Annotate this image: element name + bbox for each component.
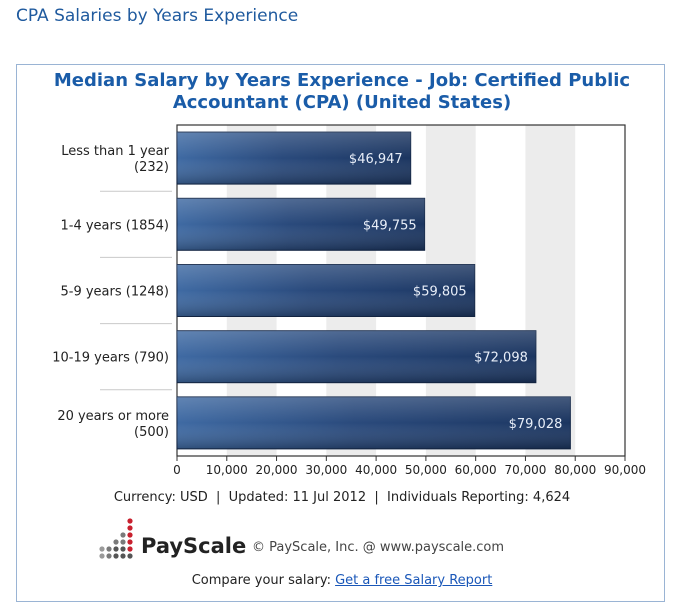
category-label: (500) <box>134 425 169 440</box>
chart-title-line-1: Median Salary by Years Experience - Job:… <box>53 70 631 91</box>
bar-value-label: $72,098 <box>474 351 528 366</box>
bar-shade <box>177 264 475 317</box>
chart-title: Median Salary by Years Experience - Job:… <box>0 70 684 114</box>
category-label: Less than 1 year <box>61 144 169 159</box>
bar-shade <box>177 132 411 185</box>
category-label: (232) <box>134 160 169 175</box>
bar-value-label: $59,805 <box>413 285 467 300</box>
compare-salary-line: Compare your salary: Get a free Salary R… <box>0 573 684 588</box>
status-line: Currency: USD | Updated: 11 Jul 2012 | I… <box>113 490 571 505</box>
bar-value-label: $79,028 <box>509 417 563 432</box>
x-tick-label: 50,000 <box>405 463 447 477</box>
page-heading: CPA Salaries by Years Experience <box>16 6 299 26</box>
category-label: 20 years or more <box>57 409 169 424</box>
category-label: 1-4 years (1854) <box>60 218 169 233</box>
x-tick-label: 40,000 <box>355 463 397 477</box>
x-tick-label: 20,000 <box>256 463 298 477</box>
bar-value-label: $46,947 <box>349 152 403 167</box>
x-tick-label: 90,000 <box>604 463 646 477</box>
bar-shade <box>177 330 536 383</box>
bar-value-label: $49,755 <box>363 218 417 233</box>
x-tick-label: 0 <box>173 463 181 477</box>
x-tick-label: 60,000 <box>455 463 497 477</box>
payscale-dots-icon <box>99 518 133 559</box>
bar-shade <box>177 198 425 251</box>
compare-prefix: Compare your salary: <box>191 573 336 588</box>
chart-title-line-2: Accountant (CPA) (United States) <box>172 92 512 113</box>
x-tick-label: 10,000 <box>206 463 248 477</box>
copyright-text: © PayScale, Inc. @ www.payscale.com <box>252 540 505 555</box>
category-label: 5-9 years (1248) <box>60 285 169 300</box>
payscale-logo-text: PayScale <box>141 534 247 558</box>
x-tick-label: 30,000 <box>305 463 347 477</box>
category-label: 10-19 years (790) <box>52 351 169 366</box>
salary-report-link[interactable]: Get a free Salary Report <box>335 573 493 588</box>
x-tick-label: 70,000 <box>504 463 546 477</box>
x-tick-label: 80,000 <box>554 463 596 477</box>
bar-shade <box>177 396 571 449</box>
